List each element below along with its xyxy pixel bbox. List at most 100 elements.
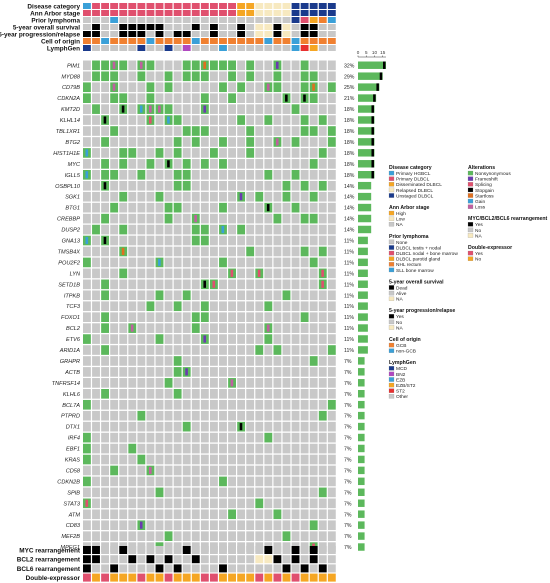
track-cell xyxy=(318,24,327,30)
empty-cell xyxy=(101,465,110,476)
empty-cell xyxy=(209,312,218,322)
empty-cell xyxy=(237,399,246,410)
track-cell xyxy=(318,3,327,9)
empty-cell xyxy=(255,148,264,158)
empty-cell xyxy=(110,246,119,257)
empty-cell xyxy=(246,443,255,454)
mutated-cell xyxy=(83,334,91,344)
mutated-cell xyxy=(264,432,273,443)
alteration-mark xyxy=(321,280,324,288)
empty-cell xyxy=(155,312,164,322)
empty-cell xyxy=(309,498,318,509)
empty-cell xyxy=(318,301,327,312)
track-cell xyxy=(237,24,246,30)
legend-swatch xyxy=(467,187,474,193)
empty-cell xyxy=(291,82,300,93)
empty-cell xyxy=(92,202,100,213)
empty-cell xyxy=(246,279,255,290)
empty-cell xyxy=(237,170,246,180)
gene-percent: 18% xyxy=(344,129,355,135)
track-cell xyxy=(291,31,300,37)
mutated-cell xyxy=(309,71,318,82)
empty-cell xyxy=(119,82,128,93)
track-cell xyxy=(137,3,146,9)
empty-cell xyxy=(264,531,273,541)
empty-cell xyxy=(146,235,155,246)
empty-cell xyxy=(191,367,200,377)
empty-cell xyxy=(164,432,173,443)
empty-cell xyxy=(128,465,137,476)
legend-swatch xyxy=(467,198,474,204)
empty-cell xyxy=(209,323,218,333)
empty-cell xyxy=(137,224,146,235)
track-cell xyxy=(191,3,200,9)
mutated-cell xyxy=(318,180,327,191)
alteration-mark xyxy=(158,105,161,113)
empty-cell xyxy=(200,290,209,301)
mutated-cell xyxy=(83,93,91,103)
bottom-track-label: BCL2 rearrangement xyxy=(17,557,81,564)
empty-cell xyxy=(209,290,218,301)
empty-cell xyxy=(92,312,100,322)
empty-cell xyxy=(246,334,255,344)
mutated-cell xyxy=(173,180,182,191)
track-cell xyxy=(246,45,255,51)
empty-cell xyxy=(291,71,300,82)
bottom-track-cell xyxy=(309,546,318,554)
empty-cell xyxy=(327,389,336,399)
empty-cell xyxy=(219,443,227,454)
empty-cell xyxy=(83,268,91,279)
mutated-cell xyxy=(101,323,110,333)
empty-cell xyxy=(327,115,336,125)
empty-cell xyxy=(209,345,218,355)
empty-cell xyxy=(327,323,336,333)
track-cell xyxy=(146,45,155,51)
empty-cell xyxy=(273,159,282,169)
empty-cell xyxy=(137,159,146,169)
track-cell xyxy=(119,24,128,30)
empty-cell xyxy=(318,235,327,246)
empty-cell xyxy=(246,213,255,224)
empty-cell xyxy=(200,356,209,366)
empty-cell xyxy=(300,257,309,268)
gene-percent: 7% xyxy=(344,458,352,464)
empty-cell xyxy=(300,235,309,246)
empty-cell xyxy=(173,410,182,421)
mutated-cell xyxy=(182,71,191,82)
empty-cell xyxy=(255,367,264,377)
empty-cell xyxy=(237,487,246,498)
track-cell xyxy=(83,24,91,30)
empty-cell xyxy=(137,443,146,454)
empty-cell xyxy=(110,356,119,366)
legend-label: NA xyxy=(475,233,482,239)
empty-cell xyxy=(92,301,100,312)
gene-label: SGK1 xyxy=(65,195,80,201)
empty-cell xyxy=(291,268,300,279)
empty-cell xyxy=(237,60,246,71)
mutated-cell xyxy=(119,60,128,71)
empty-cell xyxy=(101,104,110,114)
empty-cell xyxy=(92,476,100,487)
track-cell xyxy=(264,31,273,37)
track-cell xyxy=(101,45,110,51)
bottom-track-cell xyxy=(255,555,264,564)
empty-cell xyxy=(110,290,119,301)
mutated-cell xyxy=(146,82,155,93)
empty-cell xyxy=(282,487,291,498)
empty-cell xyxy=(119,498,128,509)
empty-cell xyxy=(264,454,273,465)
empty-cell xyxy=(101,531,110,541)
frequency-bar xyxy=(358,192,372,201)
empty-cell xyxy=(191,104,200,114)
empty-cell xyxy=(255,202,264,213)
empty-cell xyxy=(137,126,146,136)
empty-cell xyxy=(92,180,100,191)
frequency-bar xyxy=(358,83,380,91)
empty-cell xyxy=(318,312,327,322)
track-cell xyxy=(246,24,255,30)
track-cell xyxy=(110,31,119,37)
empty-cell xyxy=(110,191,119,202)
empty-cell xyxy=(119,180,128,191)
legend-label: NA xyxy=(396,222,403,228)
empty-cell xyxy=(291,520,300,531)
